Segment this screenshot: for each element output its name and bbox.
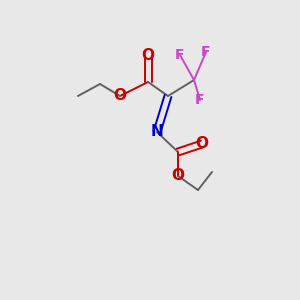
Text: N: N (151, 124, 164, 140)
Text: O: O (196, 136, 208, 152)
Text: O: O (142, 49, 154, 64)
Text: F: F (195, 93, 205, 107)
Text: F: F (201, 45, 211, 59)
Text: F: F (175, 48, 185, 62)
Text: O: O (172, 169, 184, 184)
Text: O: O (113, 88, 127, 104)
